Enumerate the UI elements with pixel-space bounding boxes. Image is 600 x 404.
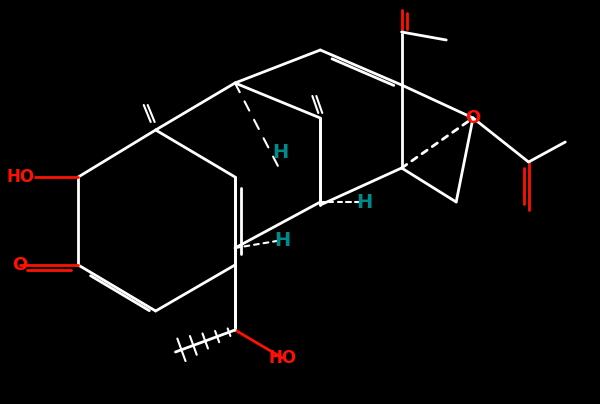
Text: HO: HO xyxy=(7,168,35,186)
Text: H: H xyxy=(272,143,289,162)
Text: HO: HO xyxy=(269,349,296,367)
Text: O: O xyxy=(12,256,28,274)
Text: H: H xyxy=(356,192,372,212)
Text: O: O xyxy=(466,109,481,127)
Text: H: H xyxy=(274,231,291,250)
